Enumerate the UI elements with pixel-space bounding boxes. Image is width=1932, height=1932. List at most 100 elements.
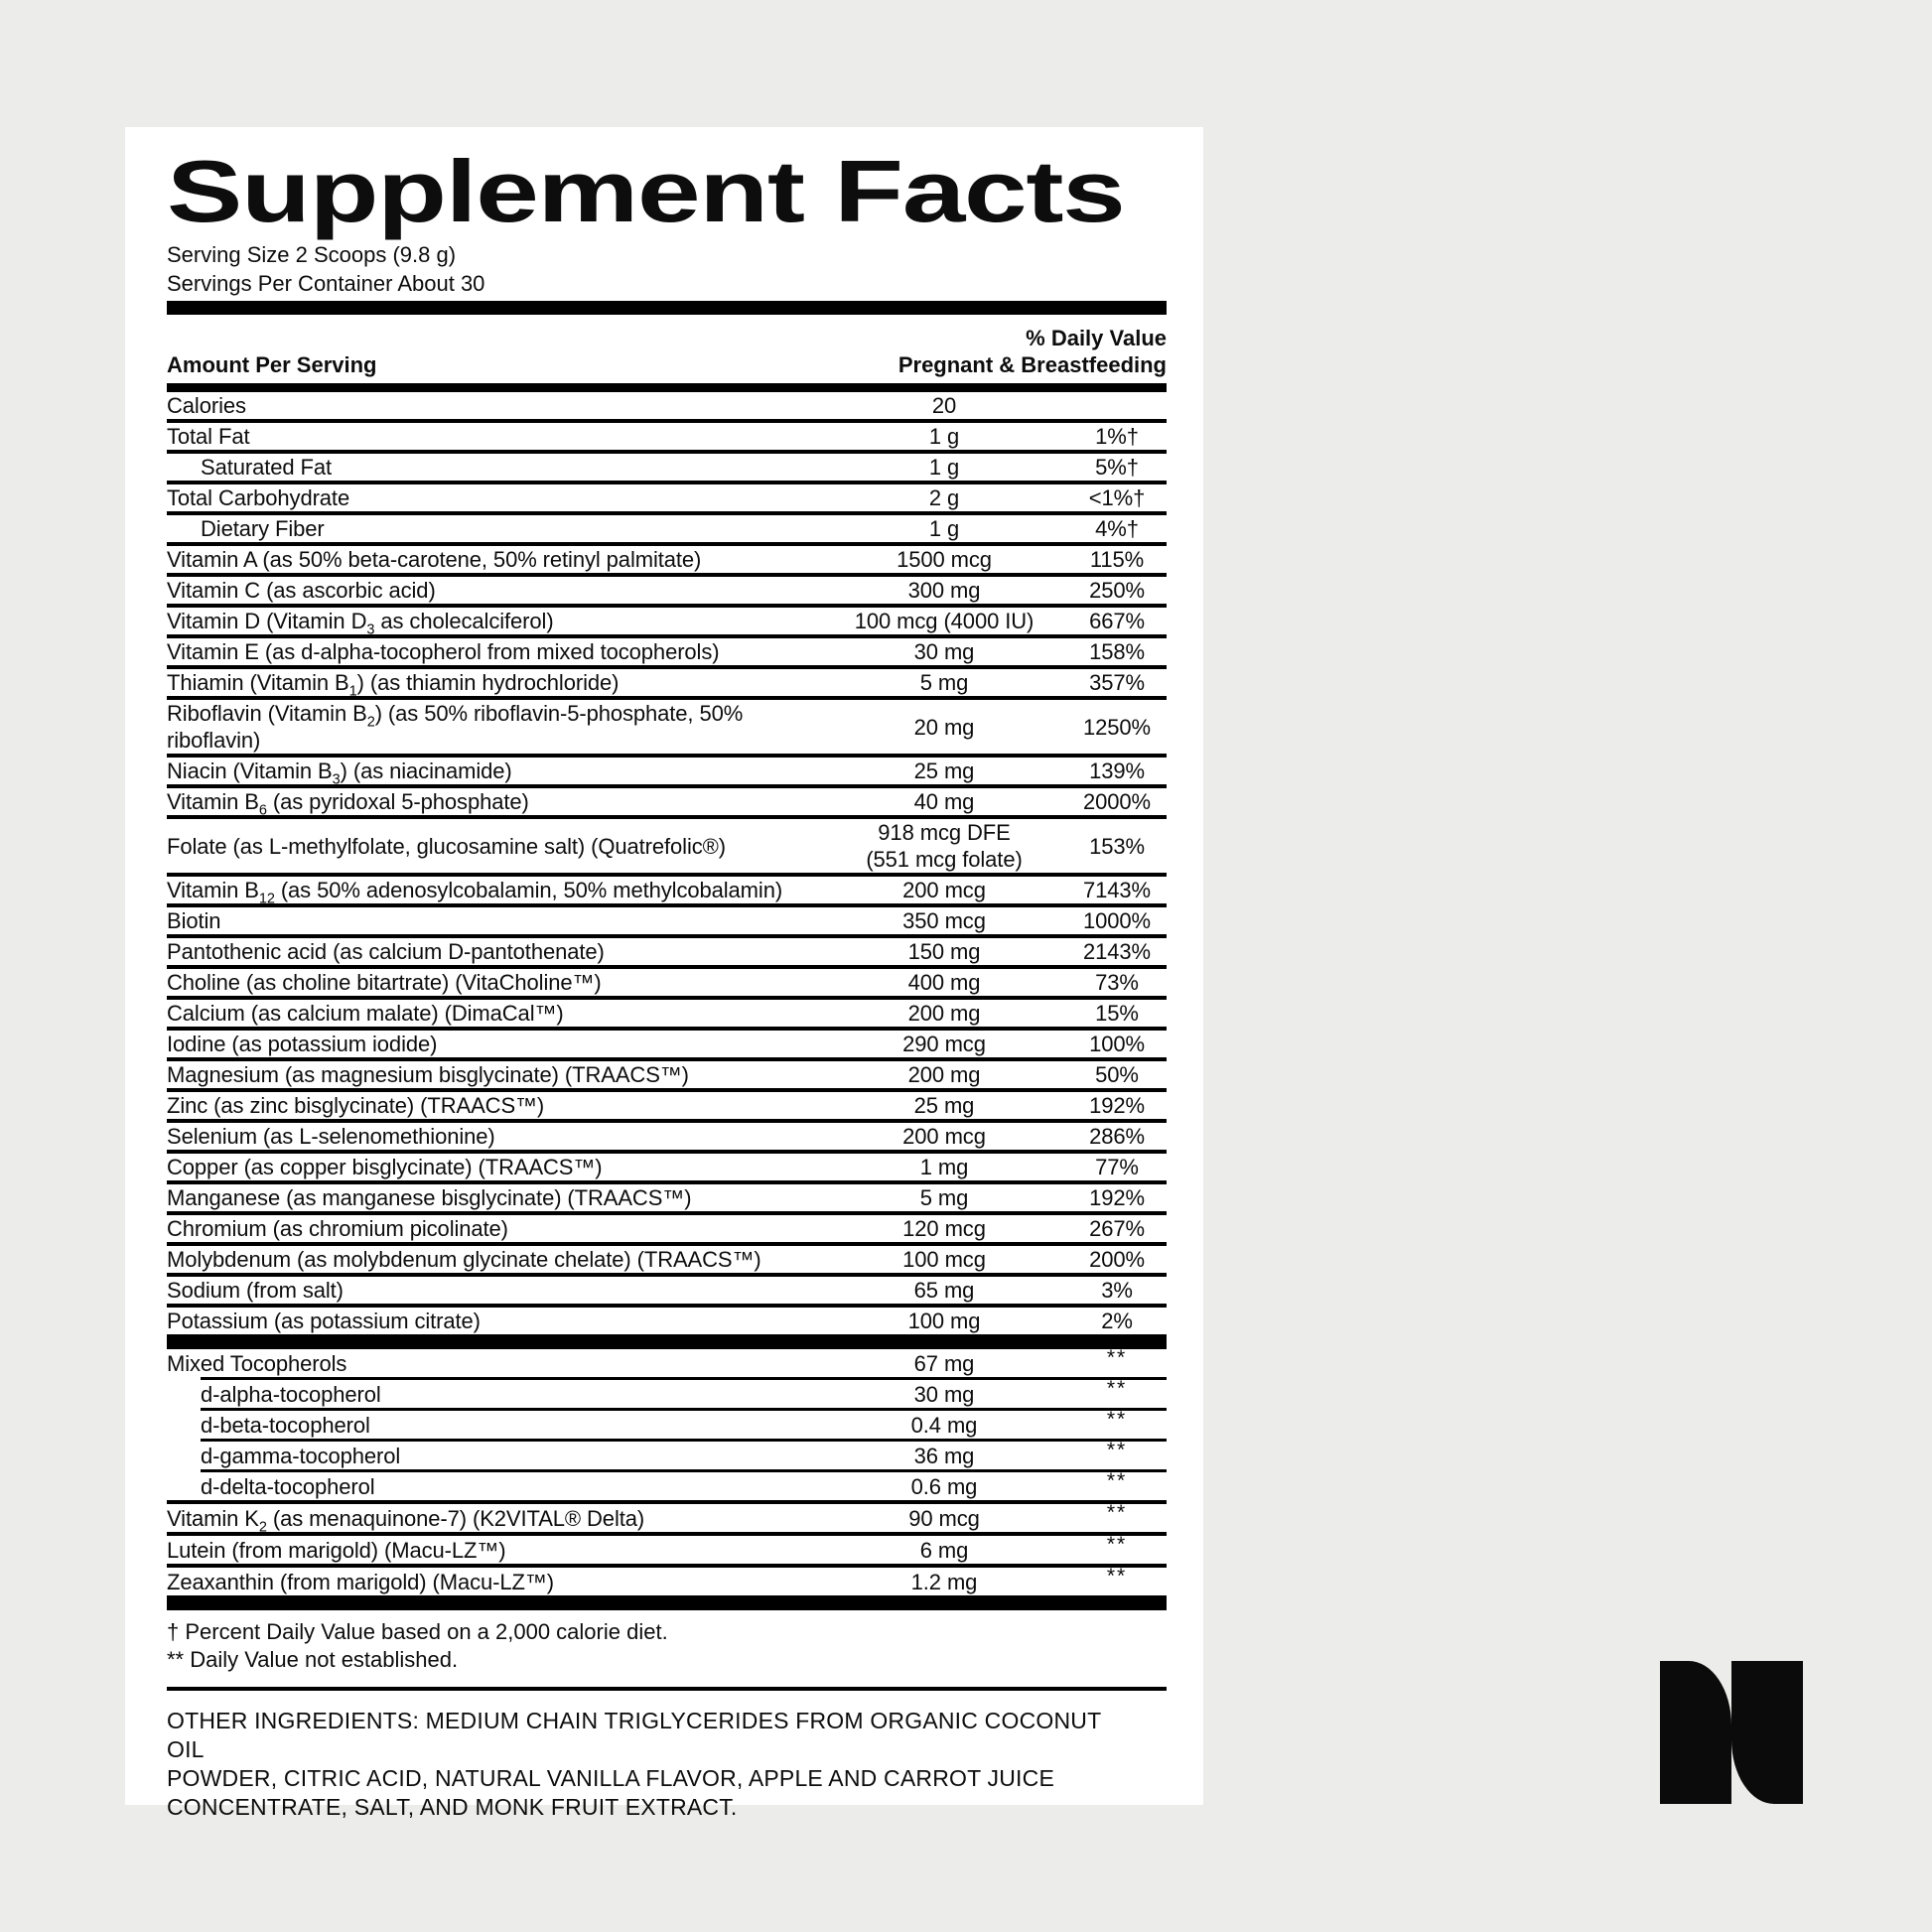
nutrient-daily-value: ** bbox=[1106, 1377, 1128, 1400]
nutrient-name: Vitamin K2 (as menaquinone-7) (K2VITAL® … bbox=[167, 1505, 645, 1535]
nutrient-name: Biotin bbox=[167, 908, 221, 933]
nutrient-name: Selenium (as L-selenomethionine) bbox=[167, 1124, 495, 1149]
table-row: d-alpha-tocopherol 30 mg ** bbox=[167, 1377, 1167, 1408]
nutrient-amount: 25 mg bbox=[913, 1093, 975, 1118]
nutrient-name: Riboflavin (Vitamin B2) (as 50% riboflav… bbox=[167, 701, 744, 753]
nutrient-name: Zeaxanthin (from marigold) (Macu-LZ™) bbox=[167, 1569, 554, 1594]
nutrient-name: d-gamma-tocopherol bbox=[201, 1443, 401, 1468]
nutrient-amount: 30 mg bbox=[913, 1381, 975, 1407]
row-separator bbox=[167, 815, 1167, 819]
table-row: Selenium (as L-selenomethionine) 200 mcg 2… bbox=[167, 1123, 1167, 1150]
nutrient-table-main: Calories 20 Total Fat 1 g 1%† Saturated Fat 1 … bbox=[167, 392, 1167, 1334]
nutrient-daily-value: 153% bbox=[1089, 833, 1145, 859]
row-separator bbox=[167, 573, 1167, 577]
nutrient-name: Choline (as choline bitartrate) (VitaCho… bbox=[167, 970, 602, 995]
row-separator bbox=[167, 1273, 1167, 1277]
nutrient-name: Folate (as L-methylfolate, glucosamine s… bbox=[167, 833, 726, 859]
nutrient-daily-value: 4%† bbox=[1095, 516, 1139, 541]
nutrient-daily-value: 2143% bbox=[1082, 939, 1151, 964]
nutrient-amount: 1 g bbox=[928, 516, 960, 541]
nutrient-name: Vitamin B12 (as 50% adenosylcobalamin, 5… bbox=[167, 878, 783, 907]
nutrient-amount: 20 bbox=[931, 393, 957, 418]
nutrient-amount: 200 mg bbox=[907, 1062, 981, 1087]
nutrient-name: Total Fat bbox=[167, 424, 250, 449]
nutrient-name: Zinc (as zinc bisglycinate) (TRAACS™) bbox=[167, 1093, 545, 1118]
nutrient-daily-value: ** bbox=[1106, 1469, 1128, 1492]
row-separator bbox=[167, 784, 1167, 788]
row-separator bbox=[167, 873, 1167, 877]
row-separator bbox=[167, 481, 1167, 484]
n-logo-glyph bbox=[1660, 1661, 1803, 1804]
nutrient-name: Lutein (from marigold) (Macu-LZ™) bbox=[167, 1537, 506, 1563]
row-separator bbox=[167, 542, 1167, 546]
row-separator bbox=[201, 1439, 1167, 1442]
nutrient-daily-value: ** bbox=[1106, 1501, 1128, 1524]
row-separator bbox=[167, 665, 1167, 669]
table-row: Thiamin (Vitamin B1) (as thiamin hydroch… bbox=[167, 669, 1167, 700]
footnote-not-established: ** Daily Value not established. bbox=[167, 1647, 459, 1672]
row-separator bbox=[167, 1088, 1167, 1092]
nutrient-name: Chromium (as chromium picolinate) bbox=[167, 1216, 508, 1241]
nutrient-name: Copper (as copper bisglycinate) (TRAACS™… bbox=[167, 1155, 603, 1179]
population-header: Pregnant & Breastfeeding bbox=[897, 352, 1167, 377]
nutrient-name: Vitamin C (as ascorbic acid) bbox=[167, 578, 436, 603]
nutrient-name: Potassium (as potassium citrate) bbox=[167, 1309, 481, 1333]
nutrient-daily-value: 77% bbox=[1095, 1155, 1139, 1179]
nutrient-name: Iodine (as potassium iodide) bbox=[167, 1032, 438, 1056]
nutrient-amount: 350 mcg bbox=[902, 908, 986, 933]
nutrient-amount: 5 mg bbox=[919, 670, 969, 695]
nutrient-daily-value: 667% bbox=[1089, 609, 1145, 633]
nutrient-daily-value: 139% bbox=[1089, 759, 1145, 783]
nutrient-name: Niacin (Vitamin B3) (as niacinamide) bbox=[167, 759, 512, 788]
nutrient-daily-value: 73% bbox=[1095, 970, 1139, 995]
nutrient-amount: 918 mcg DFE (551 mcg folate) bbox=[866, 820, 1023, 872]
nutrient-daily-value: ** bbox=[1106, 1346, 1128, 1369]
supplement-facts-panel: Supplement Facts Serving Size 2 Scoops (… bbox=[125, 127, 1203, 1820]
row-separator bbox=[167, 903, 1167, 907]
row-separator bbox=[167, 604, 1167, 608]
nutrient-amount: 40 mg bbox=[913, 789, 975, 814]
row-separator bbox=[201, 1408, 1167, 1411]
nutrient-daily-value: ** bbox=[1106, 1439, 1128, 1461]
nutrient-name: Thiamin (Vitamin B1) (as thiamin hydroch… bbox=[167, 670, 620, 700]
nutrient-amount: 1500 mcg bbox=[897, 547, 992, 572]
nutrient-name: d-delta-tocopherol bbox=[201, 1473, 375, 1499]
nutrient-daily-value: 2% bbox=[1101, 1309, 1133, 1333]
table-row: Potassium (as potassium citrate) 100 mg 2% bbox=[167, 1308, 1167, 1334]
nutrient-amount: 36 mg bbox=[913, 1443, 975, 1468]
nutrient-amount: 6 mg bbox=[919, 1537, 969, 1563]
row-separator bbox=[167, 996, 1167, 1000]
nutrient-name: Mixed Tocopherols bbox=[167, 1350, 347, 1376]
table-row: Total Carbohydrate 2 g <1%† bbox=[167, 484, 1167, 511]
table-row: Manganese (as manganese bisglycinate) (T… bbox=[167, 1184, 1167, 1211]
table-row: Saturated Fat 1 g 5%† bbox=[167, 454, 1167, 481]
nutrient-name: Sodium (from salt) bbox=[167, 1278, 344, 1303]
row-separator bbox=[167, 1119, 1167, 1123]
nutrient-daily-value: 357% bbox=[1089, 670, 1145, 695]
nutrient-daily-value: 200% bbox=[1089, 1247, 1145, 1272]
table-row: Mixed Tocopherols 67 mg ** bbox=[167, 1346, 1167, 1377]
row-separator bbox=[167, 450, 1167, 454]
nutrient-name: Vitamin A (as 50% beta-carotene, 50% ret… bbox=[167, 547, 702, 572]
nutrient-name: Calories bbox=[167, 393, 246, 418]
nutrient-daily-value: 5%† bbox=[1095, 455, 1139, 480]
nutrient-amount: 150 mg bbox=[907, 939, 981, 964]
nutrient-daily-value: 15% bbox=[1095, 1001, 1139, 1026]
brand-n-logo bbox=[1660, 1660, 1803, 1805]
nutrient-daily-value: 192% bbox=[1089, 1185, 1145, 1210]
nutrient-amount: 90 mcg bbox=[908, 1505, 980, 1531]
nutrient-name: d-alpha-tocopherol bbox=[201, 1381, 381, 1407]
nutrient-name: Calcium (as calcium malate) (DimaCal™) bbox=[167, 1001, 564, 1026]
table-row: Vitamin K2 (as menaquinone-7) (K2VITAL® … bbox=[167, 1501, 1167, 1535]
table-row: Niacin (Vitamin B3) (as niacinamide) 25 m… bbox=[167, 758, 1167, 788]
nutrient-amount: 2 g bbox=[928, 485, 960, 510]
footnote-daily-value: † Percent Daily Value based on a 2,000 c… bbox=[167, 1619, 668, 1644]
row-separator bbox=[167, 1500, 1167, 1504]
table-row: Biotin 350 mcg 1000% bbox=[167, 907, 1167, 934]
nutrient-amount: 0.4 mg bbox=[910, 1412, 978, 1438]
nutrient-amount: 200 mg bbox=[907, 1001, 981, 1026]
row-separator bbox=[167, 934, 1167, 938]
nutrient-amount: 100 mg bbox=[907, 1309, 981, 1333]
table-row: Lutein (from marigold) (Macu-LZ™) 6 mg ** bbox=[167, 1533, 1167, 1564]
row-separator bbox=[167, 1304, 1167, 1308]
